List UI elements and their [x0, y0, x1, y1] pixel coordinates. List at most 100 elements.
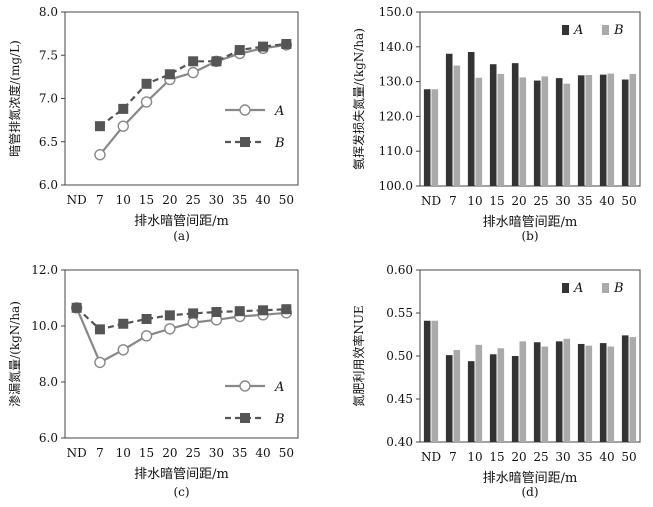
bar-A-30	[555, 78, 563, 186]
bar-B-40	[607, 73, 615, 186]
y-tick-label: 130.0	[379, 75, 413, 89]
y-tick-label: 0.55	[386, 306, 413, 320]
bar-B-ND	[431, 320, 439, 442]
bar-B-10	[475, 344, 483, 442]
point-B-40	[258, 305, 269, 316]
point-B-7	[94, 324, 105, 335]
x-tick-label: 10	[116, 446, 131, 460]
bar-B-40	[607, 346, 615, 442]
x-tick-label: 7	[96, 193, 104, 207]
point-B-30	[211, 307, 222, 317]
point-B-35	[234, 306, 245, 317]
y-tick-label: 6.0	[39, 178, 58, 192]
legend-swatch-B	[602, 25, 609, 35]
point-B-30	[211, 56, 222, 67]
bar-A-35	[577, 75, 585, 186]
legend-marker-B	[240, 137, 250, 147]
legend-swatch-B	[602, 283, 609, 293]
x-tick-label: 20	[162, 193, 177, 207]
bar-A-35	[577, 343, 585, 442]
x-tick-label: 15	[489, 194, 504, 208]
legend-label-A: A	[274, 380, 284, 395]
x-tick-label: 40	[599, 194, 614, 208]
bar-A-20	[511, 63, 519, 186]
bar-A-50	[621, 335, 629, 442]
point-A-25	[187, 66, 199, 79]
bar-A-40	[599, 343, 607, 442]
x-tick-label: 35	[577, 450, 592, 464]
bar-B-7	[453, 349, 461, 442]
panel-d: 0.40 0.45 0.50 0.55 0.60 ND 7 10 15 20 25 30 35 40 50 排…	[351, 263, 641, 499]
point-B-10	[118, 318, 129, 329]
bar-A-20	[511, 356, 519, 442]
legend-marker-A	[239, 104, 251, 116]
legend-swatch-A	[562, 283, 569, 293]
x-tick-label: ND	[421, 194, 441, 208]
legend-label-A: A	[274, 104, 284, 119]
point-B-15	[141, 78, 152, 89]
panel-caption: (c)	[173, 485, 189, 499]
x-tick-label: 10	[116, 193, 131, 207]
y-tick-label: 6.0	[39, 431, 58, 445]
point-B-50	[281, 39, 292, 50]
x-tick-label: 30	[209, 446, 224, 460]
x-tick-label: 50	[279, 446, 294, 460]
x-axis-label: 排水暗管间距/m	[483, 471, 578, 486]
plot-frame	[419, 11, 641, 187]
point-A-25	[187, 316, 199, 329]
bar-B-15	[497, 348, 505, 442]
plot-frame	[64, 269, 299, 439]
x-tick-label: ND	[67, 193, 87, 207]
bar-B-25	[541, 346, 549, 442]
y-tick-label: 8.0	[39, 375, 58, 389]
point-B-25	[188, 308, 199, 319]
x-axis-label: 排水暗管间距/m	[134, 214, 229, 229]
legend-swatch-A	[562, 25, 569, 35]
y-tick-label: 0.45	[386, 392, 413, 406]
y-tick-label: 110.0	[379, 144, 413, 158]
point-A-15	[140, 96, 153, 108]
y-tick-label: 120.0	[379, 109, 413, 123]
bar-B-20	[519, 77, 527, 186]
legend-label-B: B	[613, 23, 624, 38]
x-tick-label: 50	[621, 194, 636, 208]
y-tick-label: 0.60	[386, 263, 413, 277]
bar-A-25	[533, 342, 541, 442]
bar-A-15	[489, 354, 497, 442]
x-tick-label: 20	[162, 446, 177, 460]
point-B-10	[118, 103, 129, 114]
x-tick-label: 50	[621, 450, 636, 464]
x-tick-label: 35	[232, 193, 247, 207]
x-tick-label: 35	[232, 446, 247, 460]
panel-c: 6.0 8.0 10.0 12.0 ND 7 10 15 20 25 30 35 40 50 排水暗管间距/…	[7, 263, 299, 499]
y-tick-label: 12.0	[31, 263, 58, 277]
bar-B-50	[629, 73, 637, 186]
bar-A-15	[489, 64, 497, 186]
point-A-10	[117, 120, 129, 132]
x-tick-label: 40	[599, 450, 614, 464]
bar-A-50	[621, 79, 629, 186]
bar-B-35	[585, 345, 593, 442]
bar-B-30	[563, 338, 571, 442]
x-tick-label: 30	[555, 194, 570, 208]
y-tick-label: 6.5	[39, 135, 58, 149]
y-tick-label: 0.40	[386, 435, 413, 449]
y-tick-label: 0.50	[386, 349, 413, 363]
panel-a: 6.0 6.5 7.0 7.5 8.0 ND 7 10 15 20 25 30 35 40 50 排水暗管间距…	[7, 5, 299, 243]
panel-caption: (d)	[521, 485, 538, 499]
y-tick-label: 150.0	[379, 5, 413, 19]
y-axis-label: 暗管排氮浓度/(mg/L)	[7, 40, 22, 156]
x-tick-label: 20	[511, 194, 526, 208]
x-tick-label: 15	[139, 446, 154, 460]
y-tick-label: 140.0	[379, 40, 413, 54]
bar-A-40	[599, 74, 607, 186]
point-A-7	[94, 356, 106, 369]
y-tick-label: 100.0	[379, 179, 413, 193]
point-B-25	[188, 56, 199, 67]
point-B-20	[164, 69, 175, 80]
legend-label-B: B	[274, 136, 285, 151]
y-tick-label: 10.0	[31, 319, 58, 333]
point-B-20	[164, 310, 175, 321]
legend-label-A: A	[573, 281, 583, 296]
